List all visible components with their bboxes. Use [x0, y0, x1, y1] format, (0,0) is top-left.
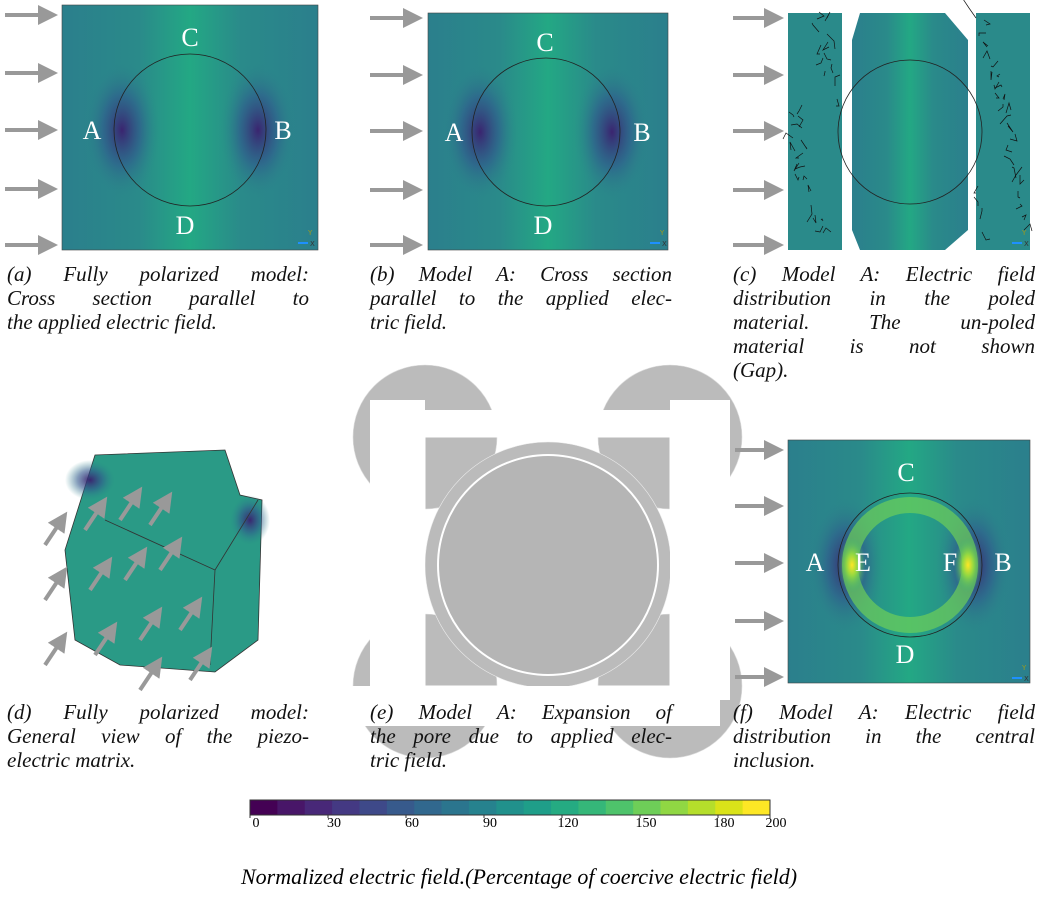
colorbar-segment: [469, 800, 497, 815]
arrow: [45, 635, 65, 665]
caption-line: (Gap).: [733, 358, 1035, 382]
point-label: B: [633, 118, 650, 147]
caption-line: (e) Model A: Expansion of: [370, 700, 672, 724]
caption-line: distribution in the poled: [733, 286, 1035, 310]
panel-caption: (b) Model A: Cross sectionparallel to th…: [370, 262, 672, 334]
caption-line: (a) Fully polarized model:: [7, 262, 309, 286]
panel-caption: (d) Fully polarized model:General view o…: [7, 700, 309, 772]
panel-caption: (a) Fully polarized model:Cross section …: [7, 262, 309, 334]
point-label: D: [896, 640, 915, 669]
point-label: C: [897, 458, 914, 487]
colorbar-segment: [332, 800, 360, 815]
axis-label: X: [662, 240, 667, 248]
colorbar-segment: [305, 800, 333, 815]
caption-line: (d) Fully polarized model:: [7, 700, 309, 724]
colorbar-segment: [524, 800, 552, 815]
pore-inner: [438, 455, 658, 675]
caption-line: inclusion.: [733, 748, 1035, 772]
point-label: D: [534, 211, 553, 240]
point-label: B: [994, 548, 1011, 577]
arrow: [45, 570, 65, 600]
caption-line: the applied electric field.: [7, 310, 309, 334]
point-label: C: [181, 23, 198, 52]
point-label: E: [855, 548, 871, 577]
colorbar-tick-label: 200: [766, 816, 787, 831]
field-map: [788, 13, 842, 250]
colorbar-tick-label: 90: [483, 816, 497, 831]
caption-line: material is not shown: [733, 334, 1035, 358]
caption-line: electric matrix.: [7, 748, 309, 772]
colorbar-segment: [633, 800, 661, 815]
colorbar-tick-label: 0: [253, 816, 260, 831]
point-label: C: [536, 28, 553, 57]
field-map: [852, 13, 968, 250]
arrow: [45, 515, 65, 545]
colorbar-segment: [606, 800, 634, 815]
figure-caption: Normalized electric field.(Percentage of…: [0, 864, 1038, 890]
figure: YXYXYXYX ABCDABCDABCDEF03060901201501802…: [0, 0, 1038, 918]
colorbar-segment: [661, 800, 689, 815]
colorbar-tick-label: 60: [405, 816, 419, 831]
caption-line: the pore due to applied elec-: [370, 724, 672, 748]
caption-line: (c) Model A: Electric field: [733, 262, 1035, 286]
axis-label: Y: [659, 229, 665, 237]
point-label: F: [943, 548, 957, 577]
caption-line: General view of the piezo-: [7, 724, 309, 748]
colorbar-segment: [387, 800, 415, 815]
colorbar-tick-label: 150: [636, 816, 657, 831]
caption-line: (b) Model A: Cross section: [370, 262, 672, 286]
colorbar-segment: [578, 800, 606, 815]
field-concentration: [230, 495, 270, 545]
colorbar-segment: [743, 800, 771, 815]
caption-line: tric field.: [370, 748, 672, 772]
colorbar-segment: [715, 800, 743, 815]
colorbar-segment: [250, 800, 278, 815]
colorbar-segment: [496, 800, 524, 815]
axis-label: Y: [1021, 229, 1027, 237]
point-label: A: [445, 118, 464, 147]
caption-line: tric field.: [370, 310, 672, 334]
point-label: D: [176, 211, 195, 240]
axis-label: X: [1024, 675, 1029, 683]
axis-label: X: [1024, 240, 1029, 248]
field-peak: [954, 537, 982, 593]
field-map: [976, 13, 1030, 250]
colorbar-tick-label: 180: [714, 816, 735, 831]
mask: [670, 400, 730, 700]
point-label: B: [274, 116, 291, 145]
colorbar-tick-label: 30: [327, 816, 341, 831]
colorbar-segment: [277, 800, 305, 815]
colorbar-segment: [551, 800, 579, 815]
panel-caption: (e) Model A: Expansion ofthe pore due to…: [370, 700, 672, 772]
caption-line: (f) Model A: Electric field: [733, 700, 1035, 724]
axis-label: Y: [1021, 664, 1027, 672]
axis-label: Y: [307, 229, 313, 237]
axis-label: X: [310, 240, 315, 248]
page: YXYXYXYX ABCDABCDABCDEF03060901201501802…: [0, 0, 1038, 918]
mask: [370, 410, 730, 437]
caption-line: material. The un-poled: [733, 310, 1035, 334]
field-concentration: [65, 460, 115, 500]
mask: [370, 400, 425, 700]
point-label: A: [83, 116, 102, 145]
caption-line: Cross section parallel to: [7, 286, 309, 310]
point-label: A: [806, 548, 825, 577]
caption-line: distribution in the central: [733, 724, 1035, 748]
colorbar-segment: [688, 800, 716, 815]
colorbar-tick-label: 120: [558, 816, 579, 831]
colorbar-segment: [414, 800, 442, 815]
colorbar-segment: [442, 800, 470, 815]
colorbar-segment: [359, 800, 387, 815]
mesh-edge: [963, 0, 976, 18]
caption-line: parallel to the applied elec-: [370, 286, 672, 310]
